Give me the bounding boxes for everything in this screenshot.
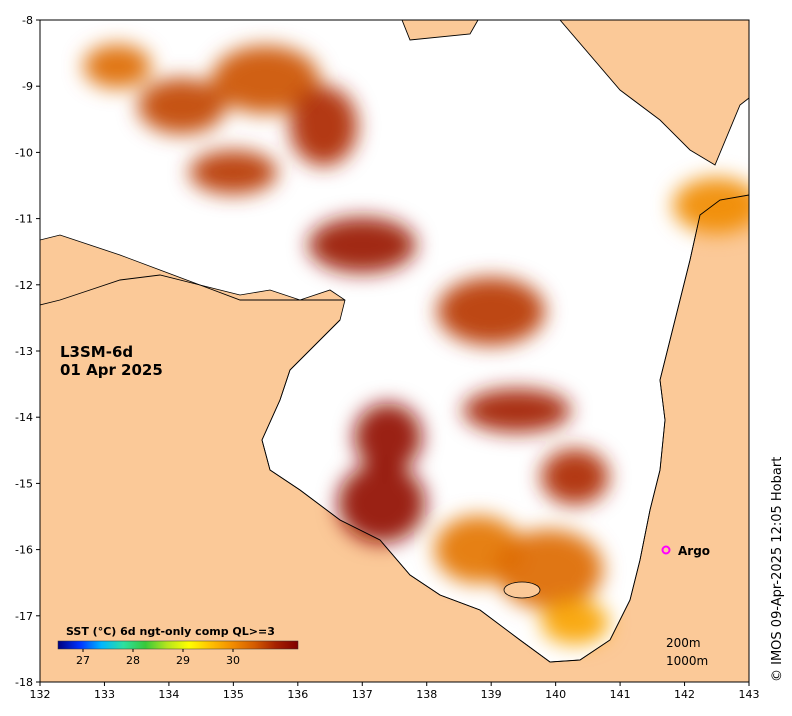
sst-patch bbox=[437, 277, 546, 346]
sst-patch bbox=[540, 600, 609, 645]
y-tick-label: -10 bbox=[15, 146, 33, 159]
colorbar-ticks: 27 28 29 30 bbox=[76, 649, 240, 667]
x-tick-label: 143 bbox=[739, 688, 760, 701]
sst-patch bbox=[189, 150, 278, 195]
colorbar bbox=[57, 640, 299, 650]
x-tick-label: 142 bbox=[674, 688, 695, 701]
longitude-axis: 132 133 134 135 136 137 138 139 140 141 142 143 bbox=[30, 682, 760, 701]
contour-label-1000m: 1000m bbox=[666, 654, 708, 668]
sst-patch bbox=[337, 463, 426, 544]
argo-label: Argo bbox=[678, 544, 710, 558]
sst-patch bbox=[462, 388, 571, 433]
sst-patch bbox=[137, 78, 226, 135]
y-tick-label: -9 bbox=[22, 80, 33, 93]
x-tick-label: 137 bbox=[352, 688, 373, 701]
y-tick-label: -15 bbox=[15, 477, 33, 490]
cape-york-land bbox=[560, 20, 749, 165]
x-tick-label: 135 bbox=[223, 688, 244, 701]
x-tick-label: 133 bbox=[94, 688, 115, 701]
colorbar-tick-label: 27 bbox=[76, 654, 90, 667]
sst-patch bbox=[308, 217, 417, 274]
latitude-axis: -8 -9 -10 -11 -12 -13 -14 -15 -16 -17 -18 bbox=[15, 14, 40, 689]
y-tick-label: -17 bbox=[15, 610, 33, 623]
x-tick-label: 136 bbox=[287, 688, 308, 701]
y-tick-label: -18 bbox=[15, 676, 33, 689]
sst-patch bbox=[540, 448, 609, 505]
colorbar-title: SST (°C) 6d ngt-only comp QL>=3 bbox=[66, 625, 275, 638]
colorbar-tick-label: 29 bbox=[176, 654, 190, 667]
mornington-island bbox=[503, 581, 541, 599]
contour-label-200m: 200m bbox=[666, 636, 701, 650]
product-label: L3SM-6d bbox=[60, 343, 133, 361]
y-tick-label: -16 bbox=[15, 544, 33, 557]
y-tick-label: -8 bbox=[22, 14, 33, 27]
y-tick-label: -12 bbox=[15, 279, 33, 292]
x-tick-label: 134 bbox=[158, 688, 179, 701]
sst-patch bbox=[672, 177, 749, 234]
date-label: 01 Apr 2025 bbox=[60, 361, 163, 379]
x-tick-label: 141 bbox=[610, 688, 631, 701]
coastline bbox=[40, 20, 749, 663]
x-tick-label: 140 bbox=[545, 688, 566, 701]
credit-text: © IMOS 09-Apr-2025 12:05 Hobart bbox=[770, 457, 785, 682]
y-tick-label: -13 bbox=[15, 345, 33, 358]
x-tick-label: 132 bbox=[30, 688, 51, 701]
argo-marker bbox=[661, 545, 671, 555]
y-tick-label: -11 bbox=[15, 213, 33, 226]
sst-patch bbox=[83, 44, 152, 89]
colorbar-tick-label: 30 bbox=[226, 654, 240, 667]
sst-patch bbox=[289, 85, 358, 166]
sst-data-layer bbox=[83, 44, 749, 645]
colorbar-tick-label: 28 bbox=[126, 654, 140, 667]
x-tick-label: 139 bbox=[481, 688, 502, 701]
sst-patch bbox=[495, 529, 604, 610]
y-tick-label: -14 bbox=[15, 411, 33, 424]
x-tick-label: 138 bbox=[416, 688, 437, 701]
sst-patch bbox=[354, 403, 423, 472]
sst-patch bbox=[211, 45, 320, 114]
